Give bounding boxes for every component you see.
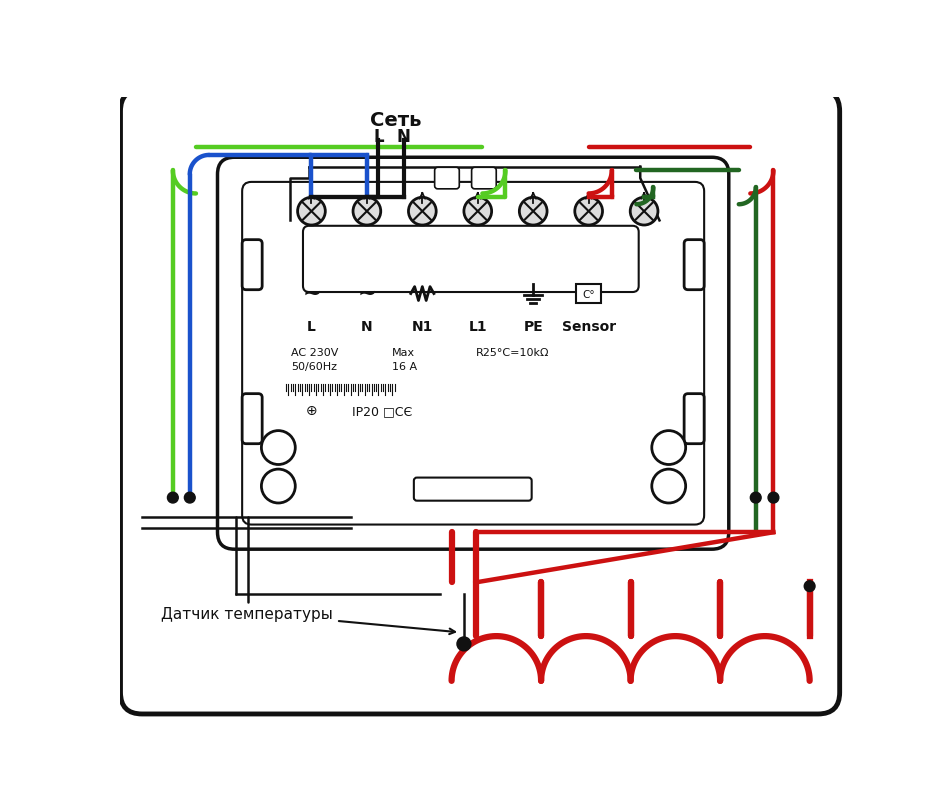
Circle shape [297, 198, 325, 225]
Text: C°: C° [582, 290, 595, 300]
FancyBboxPatch shape [413, 478, 531, 501]
Circle shape [353, 198, 380, 225]
Circle shape [651, 431, 685, 464]
Circle shape [457, 637, 470, 650]
Circle shape [184, 492, 195, 503]
Circle shape [630, 198, 657, 225]
Text: N: N [361, 320, 372, 334]
Text: N: N [396, 128, 411, 146]
FancyBboxPatch shape [683, 240, 703, 290]
FancyBboxPatch shape [434, 168, 459, 189]
Text: L1: L1 [468, 320, 486, 334]
Circle shape [408, 198, 436, 225]
Bar [576, 284, 600, 303]
FancyBboxPatch shape [303, 226, 638, 292]
Text: Сеть: Сеть [370, 111, 421, 130]
Text: Max: Max [391, 347, 414, 358]
Text: R25°C=10kΩ: R25°C=10kΩ [476, 347, 549, 358]
Circle shape [261, 469, 295, 503]
Circle shape [464, 198, 491, 225]
Text: AC 230V: AC 230V [291, 347, 339, 358]
FancyBboxPatch shape [471, 168, 496, 189]
Circle shape [574, 198, 602, 225]
Text: L: L [373, 128, 383, 146]
FancyBboxPatch shape [120, 89, 839, 714]
Circle shape [803, 581, 814, 591]
Circle shape [750, 492, 760, 503]
FancyBboxPatch shape [242, 182, 703, 525]
Text: IP20 □CЄ: IP20 □CЄ [352, 405, 412, 418]
Text: N1: N1 [412, 320, 432, 334]
Text: ~: ~ [302, 284, 320, 304]
Circle shape [167, 492, 178, 503]
Text: ~: ~ [357, 284, 376, 304]
Circle shape [519, 198, 547, 225]
Text: ⊕: ⊕ [305, 404, 317, 418]
Text: Датчик температуры: Датчик температуры [160, 608, 332, 622]
FancyBboxPatch shape [683, 394, 703, 444]
Circle shape [651, 469, 685, 503]
Text: Sensor: Sensor [561, 320, 615, 334]
FancyBboxPatch shape [242, 240, 261, 290]
Text: 16 A: 16 A [391, 362, 416, 372]
FancyBboxPatch shape [242, 394, 261, 444]
Text: PE: PE [523, 320, 543, 334]
Text: L: L [307, 320, 315, 334]
Circle shape [767, 492, 778, 503]
Circle shape [261, 431, 295, 464]
FancyBboxPatch shape [217, 157, 728, 549]
Text: 50/60Hz: 50/60Hz [291, 362, 337, 372]
